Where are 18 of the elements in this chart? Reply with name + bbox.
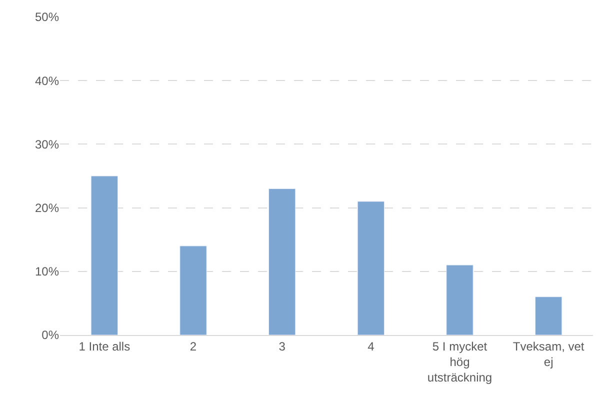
x-tick-label: 5 I mycket hög utsträckning — [427, 339, 492, 385]
y-tick-label: 40% — [34, 74, 60, 88]
bar — [268, 188, 296, 335]
y-tick-label: 50% — [34, 10, 60, 24]
y-tick-label: 30% — [34, 137, 60, 152]
x-tick-label: Tveksam, vet ej — [512, 339, 585, 369]
x-tick-label: 1 Inte alls — [78, 339, 130, 354]
x-tick-label: 2 — [190, 339, 197, 354]
bar — [90, 176, 118, 335]
y-tick-label: 0% — [42, 328, 60, 342]
bar — [357, 201, 384, 335]
x-tick-label: 4 — [368, 339, 375, 354]
bar — [180, 246, 207, 335]
bar — [535, 296, 562, 335]
x-tick-label: 3 — [278, 339, 286, 354]
y-tick-label: 20% — [34, 201, 60, 215]
bar — [446, 264, 474, 335]
y-tick-label: 10% — [34, 264, 60, 279]
